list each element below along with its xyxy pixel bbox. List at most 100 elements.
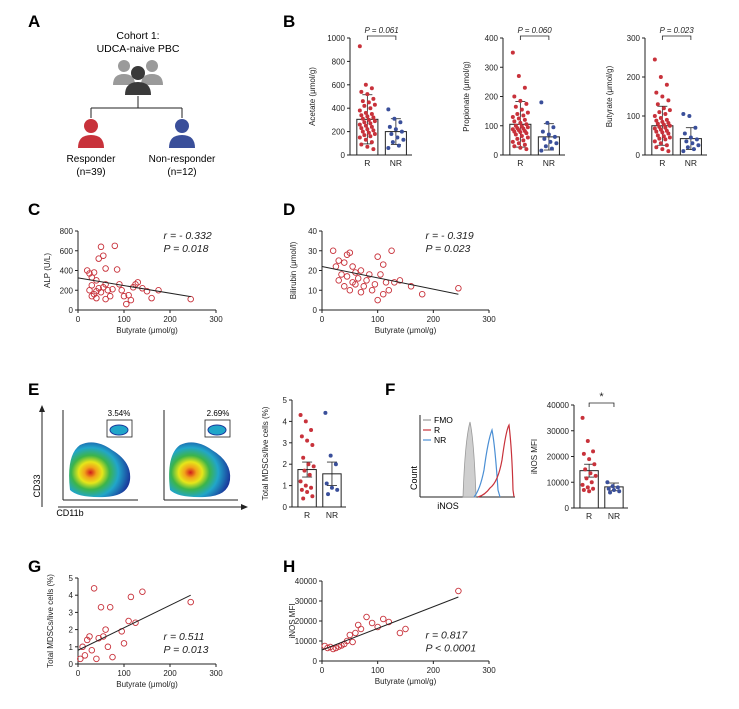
data-point-r <box>360 99 365 104</box>
y-tick-label: 100 <box>485 122 499 131</box>
x-tick-label: R <box>364 158 370 168</box>
scatter-point <box>357 267 365 274</box>
data-point-nr <box>326 492 331 497</box>
data-point-nr <box>685 145 690 150</box>
scatter-point <box>102 281 109 288</box>
y-tick-label: 20000 <box>547 453 570 462</box>
data-point-r <box>366 117 371 122</box>
data-point-nr <box>681 112 686 117</box>
data-point-r <box>525 135 530 140</box>
data-point-r <box>524 101 529 106</box>
x-tick-label: 0 <box>320 666 325 675</box>
data-point-r <box>513 104 518 109</box>
data-point-r <box>587 457 592 462</box>
data-point-r <box>372 119 377 124</box>
data-point-r <box>309 427 314 432</box>
scatter-point <box>354 621 362 629</box>
y-tick-label: 800 <box>60 227 74 236</box>
flow-xlabel: CD11b <box>56 508 83 518</box>
data-point-r <box>654 145 659 150</box>
data-point-r <box>583 467 588 472</box>
y-tick-label: 1 <box>69 643 74 652</box>
data-point-r <box>371 96 376 101</box>
y-axis-label: ALP (U/L) <box>43 253 52 288</box>
data-point-nr <box>324 481 329 486</box>
y-tick-label: 20000 <box>295 617 318 626</box>
data-point-r <box>510 114 515 119</box>
scatter-point <box>143 287 151 295</box>
data-point-nr <box>682 131 687 136</box>
data-point-nr <box>329 485 334 490</box>
data-point-r <box>302 468 307 473</box>
y-tick-label: 10000 <box>295 637 318 646</box>
data-point-r <box>306 462 311 467</box>
data-point-nr <box>546 132 551 137</box>
data-point-r <box>368 134 373 139</box>
correlation-p: P = 0.018 <box>164 243 209 255</box>
y-tick-label: 400 <box>332 104 346 113</box>
data-point-nr <box>390 140 395 145</box>
histogram-ylabel: Count <box>409 465 419 490</box>
data-point-r <box>369 112 374 117</box>
data-point-r <box>591 486 596 491</box>
x-axis-label: Butyrate (μmol/g) <box>116 680 178 689</box>
chart-acetate: 0 200 400 600 800 1000 Acetate (μmol/g) R NR P = … <box>308 26 412 168</box>
data-point-r <box>663 125 668 130</box>
scatter-point <box>379 615 387 623</box>
scatter-point <box>374 296 381 304</box>
scatter-point <box>455 587 462 595</box>
nonresponder-count: (n=12) <box>167 167 196 178</box>
x-tick-label: 300 <box>209 315 223 324</box>
x-tick-label: NR <box>685 158 697 168</box>
scatter-point <box>148 294 155 302</box>
scatter-point <box>385 618 393 626</box>
scatter-point <box>329 247 337 254</box>
scatter-point <box>371 281 379 288</box>
data-point-r <box>368 121 373 126</box>
significance-bracket <box>588 402 615 407</box>
y-axis-label: iNOS MFI <box>530 439 539 474</box>
y-tick-label: 4 <box>283 417 288 426</box>
data-point-nr <box>696 143 701 148</box>
data-point-r <box>666 149 671 154</box>
data-point-r <box>522 142 527 147</box>
scatter-point <box>118 287 125 294</box>
data-point-r <box>359 126 364 131</box>
data-point-r <box>667 135 672 140</box>
y-tick-label: 30000 <box>295 597 318 606</box>
data-point-nr <box>551 125 556 130</box>
data-point-r <box>515 112 520 117</box>
chart-butyrate: 0 100 200 300 Butyrate (μmol/g) R NR P = 0.023 <box>605 26 707 168</box>
data-point-r <box>357 122 362 127</box>
data-point-r <box>299 487 304 492</box>
data-point-r <box>661 134 666 139</box>
responder-person-icon <box>78 119 104 148</box>
scatter-point <box>106 603 114 611</box>
data-point-nr <box>610 484 615 489</box>
scatter-point <box>97 603 105 611</box>
data-point-r <box>362 120 367 125</box>
scatter-point <box>104 643 112 651</box>
data-point-nr <box>398 120 403 125</box>
significance-bracket <box>366 35 397 40</box>
y-tick-label: 2 <box>283 460 288 469</box>
data-point-nr <box>693 125 698 130</box>
chart-inos-vs-butyrate: 0 10000 20000 30000 40000 iNOS MFI 0 100 200 300 B… <box>288 577 496 686</box>
data-point-nr <box>386 145 391 150</box>
scatter-point <box>343 273 351 280</box>
data-point-nr <box>399 129 404 134</box>
x-tick-label: R <box>304 510 310 520</box>
data-point-r <box>512 144 517 149</box>
x-tick-label: 200 <box>163 669 177 678</box>
y-tick-label: 300 <box>627 34 641 43</box>
data-point-r <box>307 472 312 477</box>
y-tick-label: 600 <box>60 247 74 256</box>
data-point-r <box>362 133 367 138</box>
data-point-r <box>663 137 668 142</box>
scatter-point <box>86 287 93 294</box>
data-point-r <box>667 108 672 113</box>
y-tick-label: 400 <box>60 267 74 276</box>
data-point-nr <box>548 139 553 144</box>
gate-percent-nr: 2.69% <box>207 409 230 418</box>
data-point-r <box>357 108 362 113</box>
